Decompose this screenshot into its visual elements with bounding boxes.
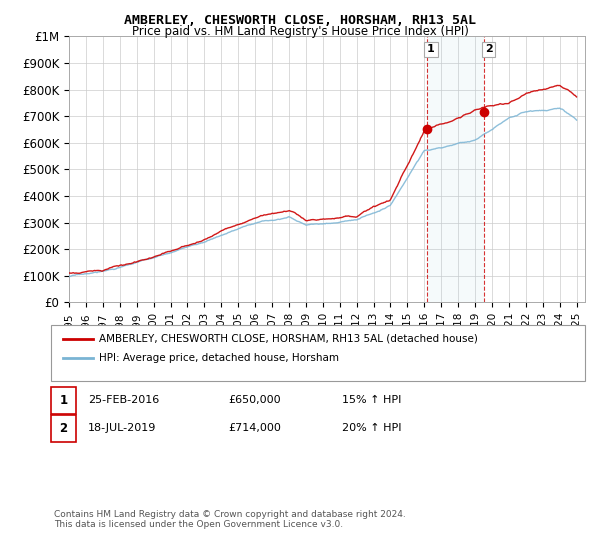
Text: 25-FEB-2016: 25-FEB-2016 [88, 395, 160, 405]
Text: 18-JUL-2019: 18-JUL-2019 [88, 423, 157, 433]
Text: 20% ↑ HPI: 20% ↑ HPI [342, 423, 401, 433]
Text: 1: 1 [59, 394, 68, 407]
Text: AMBERLEY, CHESWORTH CLOSE, HORSHAM, RH13 5AL (detached house): AMBERLEY, CHESWORTH CLOSE, HORSHAM, RH13… [99, 334, 478, 344]
Text: 1: 1 [427, 44, 435, 54]
Text: 2: 2 [59, 422, 68, 435]
Text: 15% ↑ HPI: 15% ↑ HPI [342, 395, 401, 405]
Text: £650,000: £650,000 [228, 395, 281, 405]
Bar [427, 36, 484, 302]
Text: AMBERLEY, CHESWORTH CLOSE, HORSHAM, RH13 5AL: AMBERLEY, CHESWORTH CLOSE, HORSHAM, RH13… [124, 14, 476, 27]
Text: Price paid vs. HM Land Registry's House Price Index (HPI): Price paid vs. HM Land Registry's House … [131, 25, 469, 38]
Text: £714,000: £714,000 [228, 423, 281, 433]
Text: 2: 2 [485, 44, 493, 54]
Text: Contains HM Land Registry data © Crown copyright and database right 2024.
This d: Contains HM Land Registry data © Crown c… [54, 510, 406, 529]
Text: HPI: Average price, detached house, Horsham: HPI: Average price, detached house, Hors… [99, 353, 339, 363]
